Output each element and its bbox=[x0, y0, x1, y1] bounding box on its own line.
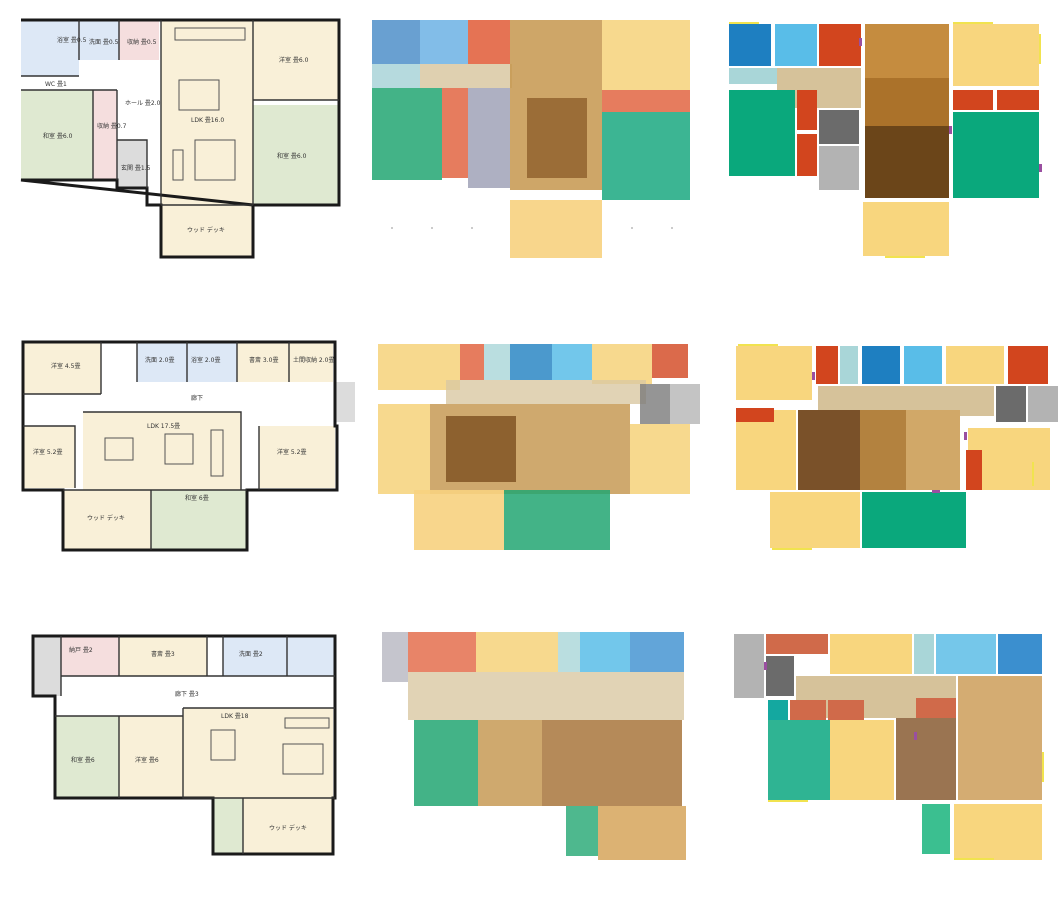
plan-label: 洗面 畳0.5 bbox=[89, 38, 119, 46]
floorplan-3: 納戸 畳2 書斎 畳3 洗面 畳2 廊下 畳3 和室 畳6 洋室 畳6 LDK … bbox=[15, 626, 353, 866]
room-toilet bbox=[768, 700, 788, 720]
room-living bbox=[896, 718, 956, 800]
room-closet bbox=[828, 700, 864, 720]
room-entry bbox=[766, 656, 794, 696]
room-living bbox=[865, 126, 949, 198]
room-closet bbox=[953, 90, 993, 110]
room-study bbox=[946, 346, 1004, 384]
plan-label: 収納 畳0.5 bbox=[127, 38, 157, 46]
room-dining bbox=[865, 78, 949, 126]
plan-label: ウッド デッキ bbox=[187, 226, 225, 234]
plan-label: 玄関 畳1.5 bbox=[121, 164, 151, 172]
plan-label: LDK 畳18 bbox=[221, 713, 249, 720]
plan-label: 浴室 畳0.5 bbox=[57, 36, 87, 44]
room-bath bbox=[729, 24, 771, 66]
color-plan-2 bbox=[732, 342, 1058, 554]
room-bedroom bbox=[830, 720, 894, 800]
color-plan-3 bbox=[732, 632, 1047, 864]
room-storage bbox=[1008, 346, 1048, 384]
room-closet bbox=[916, 698, 956, 718]
plan-label: 書斎 3.0畳 bbox=[249, 356, 278, 364]
room-washitsu bbox=[953, 112, 1039, 198]
color-plan-1 bbox=[725, 14, 1055, 262]
room-closet bbox=[966, 450, 982, 490]
room-wash bbox=[775, 24, 817, 66]
plan-label: 土間収納 2.0畳 bbox=[293, 356, 334, 364]
plan-label: 和室 6畳 bbox=[185, 494, 209, 502]
room-toilet bbox=[914, 634, 934, 674]
room-entry bbox=[819, 110, 859, 144]
plan-label: 洗面 2.0畳 bbox=[145, 356, 174, 364]
room-closet bbox=[797, 90, 817, 130]
room-kitchen bbox=[906, 410, 960, 490]
plan-label: 納戸 畳2 bbox=[69, 646, 93, 654]
plan-label: 廊下 畳3 bbox=[175, 690, 199, 698]
room-deck bbox=[863, 202, 949, 256]
room-closet bbox=[816, 346, 838, 384]
room-stair bbox=[1028, 386, 1058, 422]
room-stair bbox=[819, 146, 859, 190]
room-wash bbox=[904, 346, 942, 384]
room-toilet bbox=[840, 346, 858, 384]
room-dining bbox=[958, 734, 1042, 800]
plan-label: WC 畳1 bbox=[45, 81, 67, 88]
room-bedroom bbox=[953, 24, 1039, 86]
plan-label: 洋室 畳6 bbox=[135, 756, 159, 764]
plan-label: ホール 畳2.0 bbox=[125, 100, 161, 107]
room-bath bbox=[998, 634, 1042, 674]
plan-label: 洋室 5.2畳 bbox=[277, 448, 306, 456]
floorplan-1: 浴室 畳0.5 洗面 畳0.5 収納 畳0.5 洋室 畳6.0 WC 畳1 ホー… bbox=[15, 10, 345, 262]
room-bath bbox=[862, 346, 900, 384]
plan-label: 洗面 畳2 bbox=[239, 650, 263, 658]
room-toilet bbox=[729, 68, 777, 84]
room-washitsu bbox=[768, 720, 830, 800]
plan-label: 浴室 2.0畳 bbox=[191, 356, 220, 364]
plan-label: 洋室 5.2畳 bbox=[33, 448, 62, 456]
plan-label: ウッド デッキ bbox=[269, 824, 307, 832]
room-deck bbox=[954, 804, 1042, 860]
plan-label: LDK 畳16.0 bbox=[191, 117, 224, 124]
room-stair bbox=[734, 634, 764, 698]
room-closet bbox=[790, 700, 826, 720]
room-storage bbox=[922, 804, 950, 854]
room-washitsu bbox=[729, 90, 795, 176]
plan-label: 収納 畳0.7 bbox=[97, 122, 127, 130]
room-dining bbox=[860, 410, 906, 490]
room-hall bbox=[796, 676, 956, 696]
plan-label: 洋室 畳6.0 bbox=[279, 56, 309, 64]
plan-label: 和室 畳6.0 bbox=[43, 132, 73, 140]
room-bedroom bbox=[736, 410, 796, 490]
mosaic-plan-2 bbox=[376, 340, 706, 555]
room-storage bbox=[766, 634, 828, 654]
plan-label: 書斎 畳3 bbox=[151, 650, 175, 658]
room-kitchen bbox=[865, 24, 949, 78]
room-study bbox=[830, 634, 912, 674]
room-bedroom bbox=[736, 346, 812, 400]
room-deck bbox=[770, 492, 860, 548]
mosaic-plan-1 bbox=[372, 8, 702, 263]
plan-label: 洋室 4.5畳 bbox=[51, 362, 80, 370]
room-wash bbox=[936, 634, 996, 674]
room-closet bbox=[797, 134, 817, 176]
plan-label: 廊下 bbox=[191, 394, 203, 402]
floorplan-2: 洋室 4.5畳 洗面 2.0畳 浴室 2.0畳 書斎 3.0畳 土間収納 2.0… bbox=[15, 334, 355, 556]
room-washitsu bbox=[862, 492, 966, 548]
room-kitchen bbox=[958, 676, 1042, 734]
room-closet bbox=[736, 408, 774, 422]
room-closet bbox=[819, 24, 861, 66]
room-closet bbox=[997, 90, 1039, 110]
mosaic-plan-3 bbox=[380, 630, 700, 865]
plan-label: 和室 畳6.0 bbox=[277, 152, 307, 160]
plan-label: LDK 17.5畳 bbox=[147, 423, 180, 430]
room-entry bbox=[996, 386, 1026, 422]
plan-label: ウッド デッキ bbox=[87, 514, 125, 522]
plan-label: 和室 畳6 bbox=[71, 756, 95, 764]
room-living bbox=[798, 410, 860, 490]
